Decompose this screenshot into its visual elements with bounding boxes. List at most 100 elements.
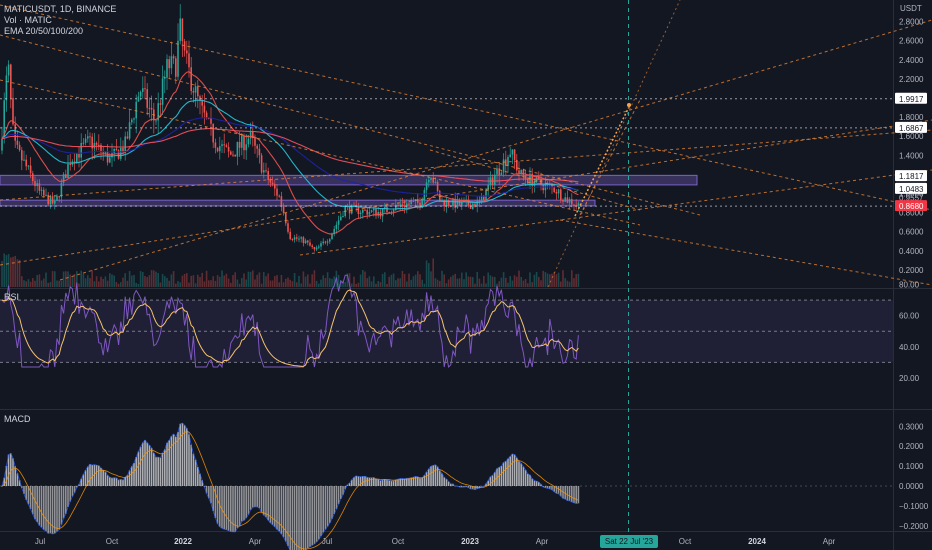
candle-body[interactable] xyxy=(331,233,333,240)
upper-resistance-zone[interactable] xyxy=(0,174,698,186)
trendlines-layer[interactable] xyxy=(0,0,932,288)
candle-body[interactable] xyxy=(302,237,305,244)
candle-body[interactable] xyxy=(373,208,375,211)
candle-body[interactable] xyxy=(419,202,421,208)
candle-body[interactable] xyxy=(326,241,329,243)
candle-body[interactable] xyxy=(505,159,507,166)
candle-body[interactable] xyxy=(520,169,522,174)
candle-body[interactable] xyxy=(436,181,439,192)
candle-body[interactable] xyxy=(410,201,412,205)
candle-body[interactable] xyxy=(234,154,236,157)
candle-body[interactable] xyxy=(280,196,283,206)
candle-body[interactable] xyxy=(69,164,71,166)
candle-body[interactable] xyxy=(269,180,272,183)
candle-body[interactable] xyxy=(553,186,555,193)
candle-body[interactable] xyxy=(84,138,87,143)
candle-body[interactable] xyxy=(348,205,351,214)
candle-body[interactable] xyxy=(137,96,140,102)
candle-body[interactable] xyxy=(131,119,133,123)
candle-body[interactable] xyxy=(485,189,487,201)
candle-body[interactable] xyxy=(267,171,269,181)
candle-body[interactable] xyxy=(177,40,179,77)
candle-body[interactable] xyxy=(401,204,404,207)
candle-body[interactable] xyxy=(445,200,448,207)
candle-body[interactable] xyxy=(296,237,298,239)
candle-body[interactable] xyxy=(212,123,214,143)
candle-body[interactable] xyxy=(142,88,144,92)
trendline[interactable] xyxy=(429,149,641,211)
candle-body[interactable] xyxy=(340,216,342,221)
candle-body[interactable] xyxy=(214,142,217,148)
candle-body[interactable] xyxy=(522,169,525,176)
candle-body[interactable] xyxy=(38,183,41,191)
candle-body[interactable] xyxy=(58,196,60,198)
candle-body[interactable] xyxy=(368,211,371,215)
candle-body[interactable] xyxy=(168,59,170,69)
candle-body[interactable] xyxy=(472,203,474,209)
candle-body[interactable] xyxy=(496,168,498,175)
target-projection-line[interactable] xyxy=(574,104,631,217)
price-level-badge[interactable] xyxy=(895,200,927,212)
candle-body[interactable] xyxy=(568,199,571,203)
candle-body[interactable] xyxy=(219,146,221,152)
candle-body[interactable] xyxy=(500,172,503,176)
candle-body[interactable] xyxy=(93,142,96,149)
candle-body[interactable] xyxy=(144,88,146,90)
candle-body[interactable] xyxy=(23,159,25,161)
candle-body[interactable] xyxy=(311,245,313,247)
candle-body[interactable] xyxy=(282,205,285,214)
candle-body[interactable] xyxy=(54,200,56,204)
candle-body[interactable] xyxy=(309,242,311,246)
candle-body[interactable] xyxy=(285,213,287,224)
candle-body[interactable] xyxy=(232,154,234,156)
candle-body[interactable] xyxy=(16,140,19,145)
candle-body[interactable] xyxy=(573,204,575,206)
candle-body[interactable] xyxy=(428,179,430,183)
candle-body[interactable] xyxy=(98,144,100,146)
candle-body[interactable] xyxy=(329,239,331,242)
candle-body[interactable] xyxy=(139,91,142,97)
candle-body[interactable] xyxy=(406,203,408,208)
candle-body[interactable] xyxy=(51,196,54,204)
candle-body[interactable] xyxy=(203,105,206,113)
candle-body[interactable] xyxy=(205,112,208,118)
candle-body[interactable] xyxy=(430,177,432,180)
candle-body[interactable] xyxy=(25,159,27,167)
candle-body[interactable] xyxy=(412,201,415,203)
candle-body[interactable] xyxy=(216,147,219,152)
candle-body[interactable] xyxy=(249,131,252,139)
candle-body[interactable] xyxy=(458,200,461,206)
candle-body[interactable] xyxy=(175,58,177,77)
candle-body[interactable] xyxy=(315,247,318,250)
candle-body[interactable] xyxy=(364,209,366,211)
candle-body[interactable] xyxy=(293,237,296,240)
candle-body[interactable] xyxy=(560,189,562,200)
candle-body[interactable] xyxy=(245,144,247,151)
candle-body[interactable] xyxy=(223,144,225,146)
candle-body[interactable] xyxy=(252,131,254,138)
candle-body[interactable] xyxy=(111,153,113,158)
candle-body[interactable] xyxy=(518,170,520,174)
crosshair-date-badge[interactable] xyxy=(600,535,658,548)
candle-body[interactable] xyxy=(155,120,157,122)
candle-body[interactable] xyxy=(32,173,34,181)
candle-body[interactable] xyxy=(47,194,49,205)
candle-body[interactable] xyxy=(56,196,58,201)
candle-body[interactable] xyxy=(511,149,514,155)
candle-body[interactable] xyxy=(102,152,104,154)
candle-body[interactable] xyxy=(423,189,426,201)
candle-body[interactable] xyxy=(513,149,516,160)
candle-body[interactable] xyxy=(190,67,192,91)
candle-body[interactable] xyxy=(43,189,45,196)
candle-body[interactable] xyxy=(399,204,401,206)
candle-body[interactable] xyxy=(370,210,373,212)
candle-body[interactable] xyxy=(172,56,175,59)
candle-body[interactable] xyxy=(5,75,8,101)
candle-body[interactable] xyxy=(18,144,21,151)
candle-body[interactable] xyxy=(476,200,478,207)
candle-body[interactable] xyxy=(447,200,450,206)
candle-body[interactable] xyxy=(480,195,483,202)
candle-body[interactable] xyxy=(80,142,82,158)
candle-body[interactable] xyxy=(384,207,386,209)
